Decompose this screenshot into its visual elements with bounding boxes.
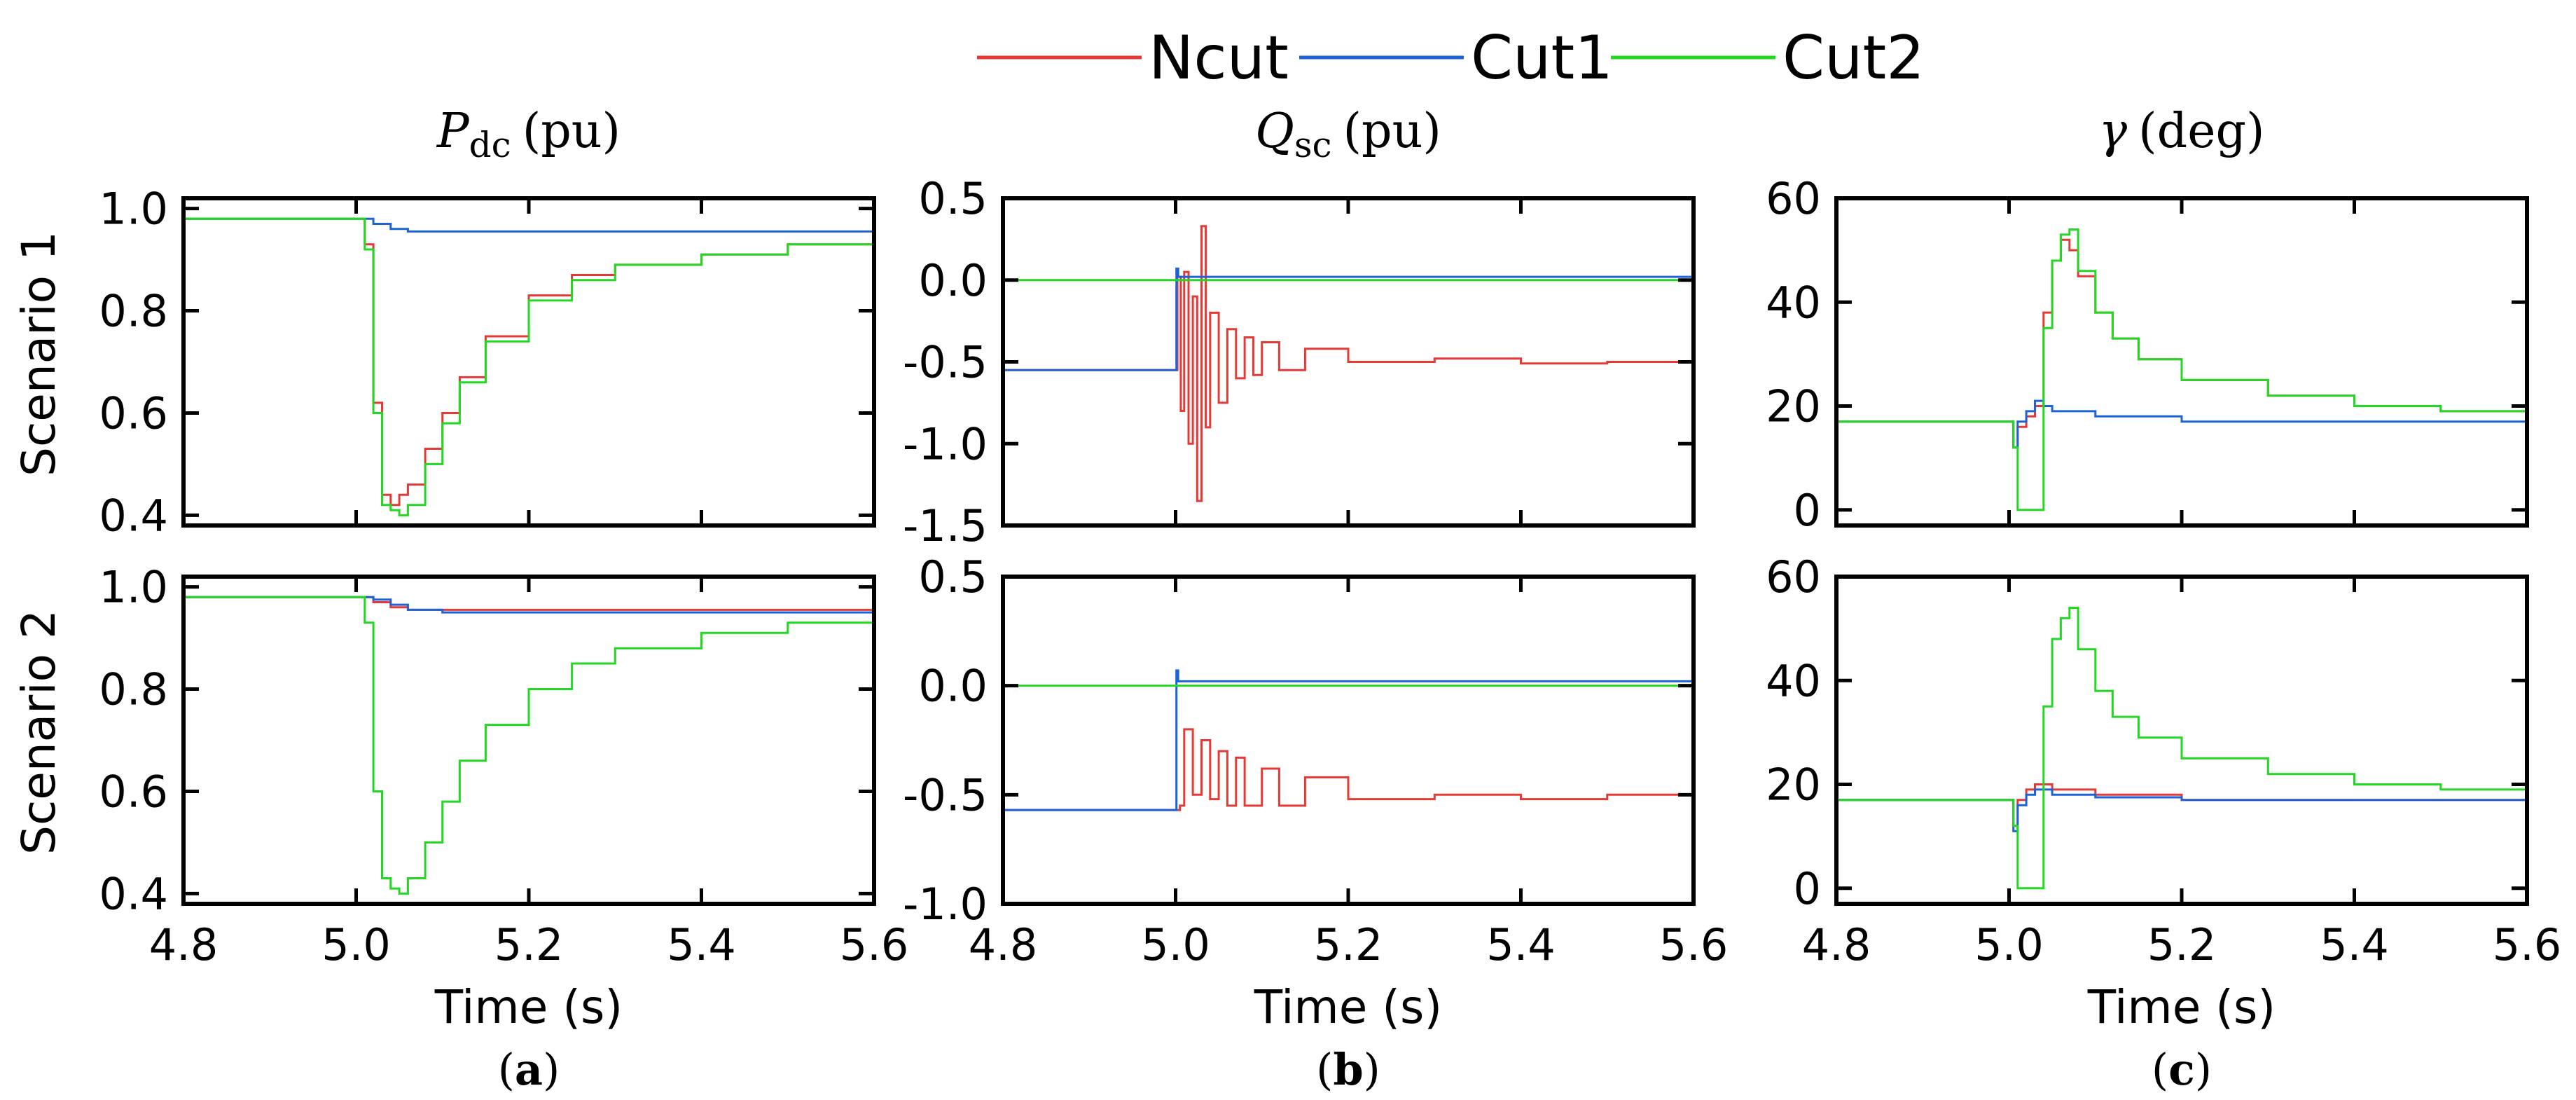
column-title-qsc-main: Q <box>1255 104 1294 159</box>
x-tick-label: 5.6 <box>840 919 909 970</box>
series-group <box>183 596 874 895</box>
x-tick-label: 4.8 <box>1802 919 1871 970</box>
x-tick-label: 5.6 <box>2493 919 2562 970</box>
series-line-cut1 <box>183 596 874 614</box>
y-tick-label: 1.0 <box>99 184 168 235</box>
y-tick-label: -1.0 <box>903 418 988 469</box>
y-tick-label: 0.5 <box>918 173 988 224</box>
caption-c-letter: c <box>2168 1044 2195 1095</box>
x-tick-label: 5.0 <box>321 919 391 970</box>
series-line-cut1 <box>1836 399 2527 449</box>
y-tick-label: 0.8 <box>99 286 168 337</box>
series-line-ncut <box>1003 225 1694 502</box>
caption-c: (c) <box>2152 1044 2212 1095</box>
series-group <box>1003 225 1694 502</box>
y-tick-label: -1.0 <box>903 879 988 930</box>
series-line-ncut <box>1003 728 1694 811</box>
panel-b-row1: 0.5 0.0 -0.5 -1.0 -1.5 <box>903 173 1696 551</box>
panel-a-row2: 0.4 0.6 0.8 1.0 4.8 5.0 5.2 5.4 5.6 <box>99 562 908 970</box>
y-tick-label: 0.4 <box>99 490 168 541</box>
series-group <box>1836 607 2527 890</box>
legend-label-cut1: Cut1 <box>1471 23 1613 93</box>
series-group <box>183 217 874 516</box>
y-tick-label: 20 <box>1766 381 1821 432</box>
caption-a-letter: a <box>515 1044 543 1095</box>
legend: Ncut Cut1 Cut2 <box>977 23 1925 93</box>
column-title-qsc: Qsc (pu) <box>1255 104 1441 165</box>
y-tick-label: 0.6 <box>99 387 168 439</box>
plot-frame <box>181 575 876 906</box>
y-tick-label: 0.0 <box>918 661 988 712</box>
y-tick-label: -0.5 <box>903 337 988 388</box>
series-line-cut2 <box>183 596 874 895</box>
x-tick-label: 5.6 <box>1659 919 1729 970</box>
y-tick-label: -0.5 <box>903 769 988 820</box>
y-tick-label: 40 <box>1766 277 1821 328</box>
column-title-gamma: γ (deg) <box>2099 104 2265 159</box>
column-title-qsc-unit: (pu) <box>1343 104 1441 159</box>
y-tick-label: 0 <box>1794 863 1821 914</box>
x-tick-label: 4.8 <box>149 919 219 970</box>
y-tick-label: 60 <box>1766 551 1821 603</box>
series-line-cut2 <box>1836 228 2527 511</box>
legend-label-cut2: Cut2 <box>1782 23 1925 93</box>
caption-a: (a) <box>498 1044 560 1095</box>
caption-b: (b) <box>1316 1044 1380 1095</box>
plot-frame <box>181 196 876 528</box>
x-tick-label: 5.2 <box>1314 919 1383 970</box>
row-label-scenario-1: Scenario 1 <box>12 231 66 476</box>
x-tick-label: 5.0 <box>1974 919 2044 970</box>
legend-label-ncut: Ncut <box>1149 23 1289 93</box>
plot-frame <box>1001 575 1696 906</box>
column-title-gamma-unit: (deg) <box>2138 104 2264 159</box>
column-title-pdc-unit: (pu) <box>522 104 621 159</box>
y-tick-label: 0.0 <box>918 255 988 306</box>
panel-a-row1: 0.4 0.6 0.8 1.0 <box>99 184 876 541</box>
column-title-qsc-sub: sc <box>1294 125 1332 165</box>
panel-c-row1: 0 20 40 60 <box>1766 173 2529 536</box>
series-group <box>1836 228 2527 511</box>
series-line-cut1 <box>1003 267 1694 371</box>
y-tick-label: 0 <box>1794 485 1821 536</box>
y-tick-label: 40 <box>1766 655 1821 706</box>
y-tick-label: 0.5 <box>918 551 988 603</box>
y-tick-label: -1.5 <box>903 500 988 551</box>
y-tick-label: 0.8 <box>99 664 168 715</box>
column-title-pdc-sub: dc <box>469 125 511 165</box>
x-tick-label: 5.4 <box>667 919 736 970</box>
series-line-cut1 <box>1003 669 1694 811</box>
xlabel-a: Time (s) <box>434 980 623 1034</box>
series-group <box>1003 669 1694 811</box>
xlabel-c: Time (s) <box>2087 980 2276 1034</box>
x-tick-label: 5.2 <box>494 919 564 970</box>
xlabel-b: Time (s) <box>1254 980 1442 1034</box>
y-tick-label: 0.4 <box>99 868 168 919</box>
series-line-ncut <box>1836 783 2527 827</box>
y-tick-label: 1.0 <box>99 562 168 613</box>
panel-b-row2: 0.5 0.0 -0.5 -1.04.8 5.0 5.2 5.4 5.6 <box>903 551 1728 970</box>
series-line-cut1 <box>183 217 874 233</box>
x-tick-label: 5.4 <box>1486 919 1556 970</box>
y-tick-label: 0.6 <box>99 766 168 817</box>
series-line-cut2 <box>1836 607 2527 890</box>
panels: 0.4 0.6 0.8 1.0 0.5 0.0 -0.5 -1.0 -1.5 0 20 40 60 0.4… <box>99 173 2561 970</box>
caption-b-letter: b <box>1333 1044 1363 1095</box>
series-line-cut2 <box>183 217 874 516</box>
y-tick-label: 20 <box>1766 759 1821 811</box>
x-tick-label: 4.8 <box>969 919 1038 970</box>
column-title-pdc: Pdc (pu) <box>436 104 621 165</box>
column-title-gamma-main: γ <box>2099 104 2128 159</box>
row-label-scenario-2: Scenario 2 <box>12 610 66 855</box>
column-title-pdc-main: P <box>436 104 470 159</box>
panel-c-row2: 0 20 40 60 4.8 5.0 5.2 5.4 5.6 <box>1766 551 2561 970</box>
x-tick-label: 5.4 <box>2320 919 2389 970</box>
x-tick-label: 5.0 <box>1141 919 1210 970</box>
series-line-ncut <box>183 596 874 611</box>
x-tick-label: 5.2 <box>2147 919 2217 970</box>
series-line-ncut <box>183 217 874 507</box>
y-tick-label: 60 <box>1766 173 1821 224</box>
